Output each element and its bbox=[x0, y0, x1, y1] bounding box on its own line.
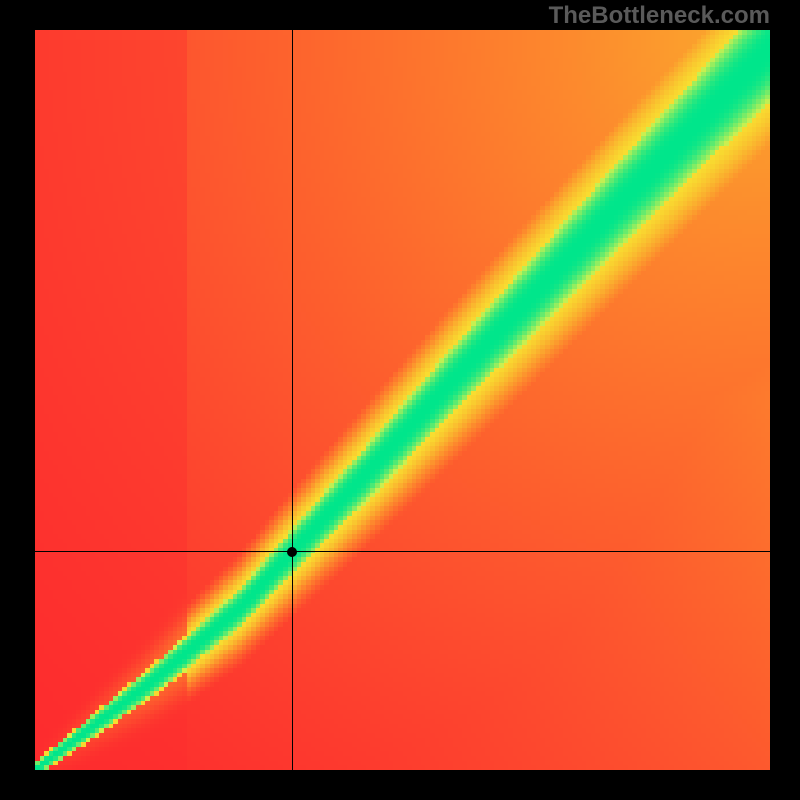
watermark-text: TheBottleneck.com bbox=[549, 2, 770, 30]
crosshair-vertical bbox=[292, 30, 293, 770]
marker-point bbox=[287, 547, 297, 557]
crosshair-horizontal bbox=[35, 551, 770, 552]
bottleneck-heatmap bbox=[0, 0, 800, 800]
